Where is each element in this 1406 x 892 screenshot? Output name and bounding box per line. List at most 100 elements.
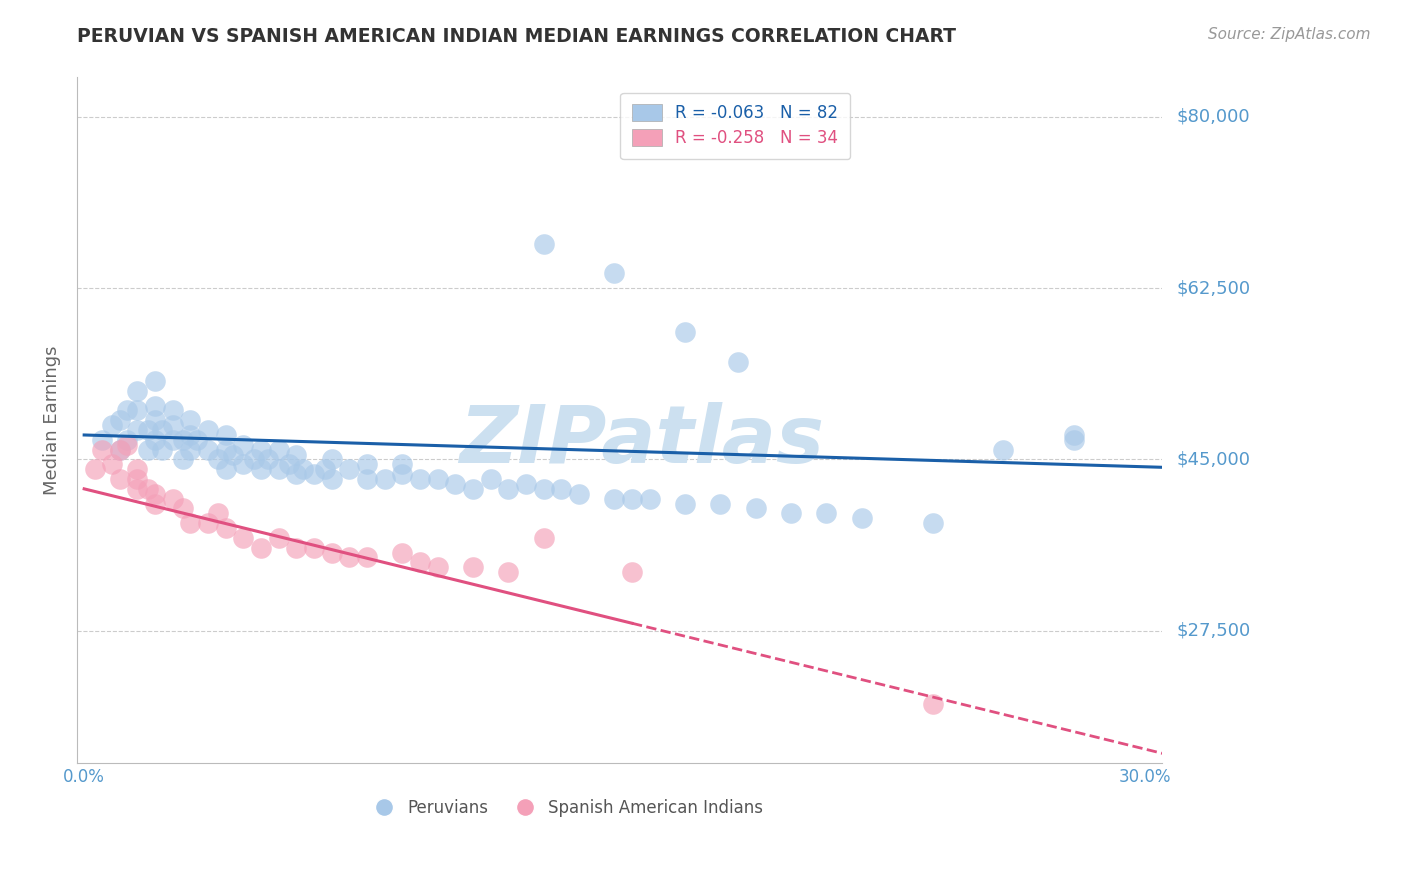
Point xyxy=(278,458,301,472)
Point xyxy=(621,491,644,506)
Point xyxy=(232,531,254,545)
Point xyxy=(101,458,124,472)
Point xyxy=(993,442,1015,457)
Point xyxy=(172,433,194,447)
Point xyxy=(638,491,661,506)
Point xyxy=(143,413,166,427)
Point xyxy=(426,560,449,574)
Point xyxy=(267,531,290,545)
Point xyxy=(851,511,873,525)
Point xyxy=(780,506,803,520)
Point xyxy=(127,482,149,496)
Point xyxy=(214,521,236,535)
Point xyxy=(214,428,236,442)
Point xyxy=(221,448,243,462)
Point xyxy=(162,491,184,506)
Point xyxy=(603,266,626,280)
Y-axis label: Median Earnings: Median Earnings xyxy=(44,345,60,495)
Point xyxy=(815,506,838,520)
Point xyxy=(745,501,768,516)
Point xyxy=(162,403,184,417)
Point xyxy=(207,506,229,520)
Point xyxy=(143,374,166,388)
Text: PERUVIAN VS SPANISH AMERICAN INDIAN MEDIAN EARNINGS CORRELATION CHART: PERUVIAN VS SPANISH AMERICAN INDIAN MEDI… xyxy=(77,27,956,45)
Point xyxy=(250,442,273,457)
Point xyxy=(1063,428,1085,442)
Point xyxy=(314,462,336,476)
Point xyxy=(197,442,219,457)
Point xyxy=(321,452,343,467)
Point xyxy=(356,458,378,472)
Point xyxy=(673,497,696,511)
Point xyxy=(143,497,166,511)
Point xyxy=(101,418,124,433)
Point xyxy=(621,565,644,579)
Point xyxy=(250,462,273,476)
Point xyxy=(921,698,943,712)
Point xyxy=(115,438,138,452)
Point xyxy=(391,545,413,559)
Point xyxy=(90,442,112,457)
Point xyxy=(426,472,449,486)
Point xyxy=(115,403,138,417)
Point xyxy=(285,467,308,482)
Point xyxy=(391,458,413,472)
Point xyxy=(143,433,166,447)
Text: $62,500: $62,500 xyxy=(1177,279,1250,297)
Point xyxy=(179,442,201,457)
Point xyxy=(127,423,149,437)
Point xyxy=(179,413,201,427)
Point xyxy=(337,462,360,476)
Point xyxy=(127,462,149,476)
Point xyxy=(243,452,266,467)
Point xyxy=(108,442,131,457)
Point xyxy=(461,560,484,574)
Point xyxy=(461,482,484,496)
Point xyxy=(127,403,149,417)
Point xyxy=(186,433,208,447)
Point xyxy=(409,472,432,486)
Point xyxy=(568,487,591,501)
Text: $27,500: $27,500 xyxy=(1177,622,1250,640)
Point xyxy=(179,428,201,442)
Point xyxy=(197,423,219,437)
Point xyxy=(533,531,555,545)
Point xyxy=(444,477,467,491)
Point xyxy=(150,442,173,457)
Text: ZIPatlas: ZIPatlas xyxy=(458,402,824,480)
Point xyxy=(162,433,184,447)
Point xyxy=(214,442,236,457)
Point xyxy=(673,325,696,339)
Point xyxy=(127,472,149,486)
Point xyxy=(267,442,290,457)
Point xyxy=(302,541,325,555)
Point xyxy=(321,472,343,486)
Text: Source: ZipAtlas.com: Source: ZipAtlas.com xyxy=(1208,27,1371,42)
Text: $45,000: $45,000 xyxy=(1177,450,1250,468)
Point xyxy=(232,438,254,452)
Point xyxy=(533,482,555,496)
Point xyxy=(127,384,149,398)
Point xyxy=(409,555,432,569)
Point xyxy=(197,516,219,530)
Point xyxy=(709,497,731,511)
Point xyxy=(150,423,173,437)
Point xyxy=(83,462,105,476)
Point xyxy=(267,462,290,476)
Point xyxy=(136,423,159,437)
Point xyxy=(172,501,194,516)
Point xyxy=(172,452,194,467)
Point xyxy=(533,237,555,252)
Point xyxy=(285,541,308,555)
Point xyxy=(179,516,201,530)
Point xyxy=(257,452,280,467)
Point xyxy=(115,433,138,447)
Point xyxy=(292,462,315,476)
Point xyxy=(108,472,131,486)
Point xyxy=(603,491,626,506)
Point xyxy=(90,433,112,447)
Point xyxy=(250,541,273,555)
Point xyxy=(727,354,749,368)
Point xyxy=(207,452,229,467)
Point xyxy=(356,550,378,565)
